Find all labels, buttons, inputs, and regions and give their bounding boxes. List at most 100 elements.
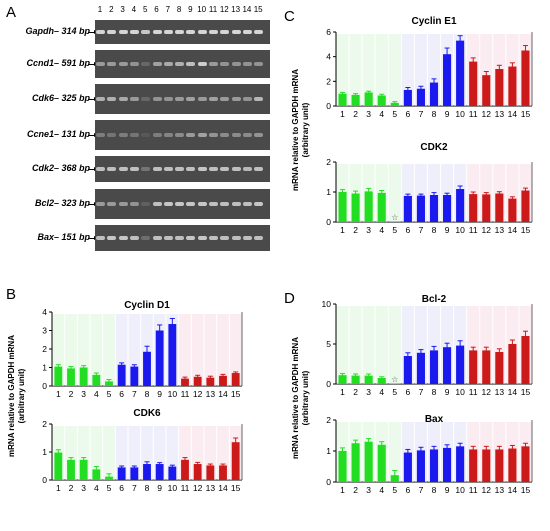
- bar: [403, 89, 412, 106]
- x-tick-label: 2: [69, 483, 74, 493]
- gel-band: [129, 133, 139, 137]
- x-tick-label: 9: [445, 387, 450, 397]
- bar: [429, 82, 439, 106]
- bar: [377, 192, 386, 222]
- x-tick-label: 9: [157, 389, 162, 399]
- bar-background: [362, 306, 375, 384]
- bar: [429, 449, 439, 482]
- gel-band: [141, 62, 151, 66]
- gel-strip-ccnd1: [95, 50, 270, 78]
- gel-band: [129, 30, 139, 34]
- bar-background: [191, 426, 204, 480]
- x-tick-label: 3: [366, 485, 371, 495]
- gel-band: [209, 167, 218, 171]
- x-tick-label: 11: [181, 483, 190, 493]
- bar: [456, 189, 465, 222]
- gel-band: [141, 202, 151, 206]
- bar: [364, 191, 373, 222]
- gel-band: [254, 133, 264, 137]
- gel-band: [152, 30, 162, 34]
- chart-title: CDK2: [420, 142, 448, 153]
- y-tick-label: 4: [326, 52, 331, 62]
- bar: [54, 366, 63, 386]
- panel-letter-b: B: [6, 286, 17, 303]
- bar: [403, 356, 412, 384]
- gel-band: [96, 167, 105, 171]
- bar: [351, 375, 360, 384]
- bar: [219, 375, 227, 386]
- gel-band: [118, 167, 128, 171]
- y-tick-label: 0: [326, 217, 331, 227]
- x-tick-label: 9: [157, 483, 162, 493]
- x-tick-label: 3: [366, 225, 371, 235]
- x-tick-label: 5: [392, 225, 397, 235]
- bar: [219, 465, 227, 480]
- gel-band: [220, 236, 230, 240]
- bar: [482, 449, 491, 482]
- bar: [155, 330, 164, 386]
- gel-band: [186, 30, 196, 34]
- gel-band: [186, 202, 196, 206]
- bar: [482, 350, 491, 384]
- bar: [92, 469, 101, 480]
- gel-band: [231, 97, 241, 101]
- bar-background: [204, 314, 217, 386]
- x-tick-label: 7: [419, 485, 424, 495]
- y-tick-label: 0: [326, 379, 331, 389]
- bar-background: [375, 306, 388, 384]
- x-tick-label: 4: [379, 485, 384, 495]
- x-tick-label: 3: [366, 109, 371, 119]
- x-tick-label: 7: [419, 225, 424, 235]
- x-tick-label: 14: [508, 225, 518, 235]
- x-tick-label: 5: [392, 109, 397, 119]
- y-tick-label: 5: [326, 339, 331, 349]
- bar: [364, 441, 373, 482]
- gel-band: [197, 30, 207, 34]
- gel-strip-bcl2: [95, 189, 270, 219]
- x-tick-label: 11: [469, 387, 478, 397]
- y-tick-label: 1: [42, 447, 47, 457]
- x-tick-label: 11: [469, 485, 478, 495]
- gel-band: [141, 167, 151, 171]
- gel-band: [231, 202, 241, 206]
- chart-title: Bax: [425, 414, 444, 425]
- bar-background: [115, 426, 128, 480]
- x-tick-label: 2: [69, 389, 74, 399]
- y-tick-label: 0: [42, 475, 47, 485]
- gel-band: [242, 167, 252, 171]
- bar: [206, 465, 215, 480]
- bar: [508, 344, 517, 384]
- y-tick-label: 0: [326, 477, 331, 487]
- gel-band: [118, 97, 128, 101]
- bar: [143, 351, 151, 386]
- gel-band: [163, 133, 173, 137]
- x-tick-label: 14: [508, 109, 518, 119]
- bar-background: [229, 314, 242, 386]
- x-tick-label: 2: [353, 485, 358, 495]
- x-tick-label: 7: [132, 483, 137, 493]
- bar: [469, 350, 478, 384]
- gel-band: [197, 202, 207, 206]
- x-tick-label: 13: [206, 483, 216, 493]
- x-tick-label: 10: [455, 225, 465, 235]
- gel-strip-ccne1: [95, 120, 270, 150]
- bar: [482, 75, 491, 106]
- gel-band: [242, 236, 252, 240]
- gel-band: [96, 62, 105, 66]
- gel-band: [96, 202, 105, 206]
- bar-background: [388, 164, 401, 222]
- x-tick-label: 13: [495, 485, 505, 495]
- gel-band: [209, 30, 218, 34]
- gel-band: [175, 167, 185, 171]
- bar-background: [388, 34, 401, 106]
- x-tick-label: 14: [508, 387, 518, 397]
- x-tick-label: 1: [340, 485, 345, 495]
- gel-band: [197, 167, 207, 171]
- x-tick-label: 4: [379, 225, 384, 235]
- gel-band: [96, 236, 105, 240]
- gel-row-label: Ccne1– 131 bp: [26, 129, 90, 139]
- x-tick-label: 10: [455, 485, 465, 495]
- bar: [469, 61, 478, 106]
- y-tick-label: 1: [326, 446, 331, 456]
